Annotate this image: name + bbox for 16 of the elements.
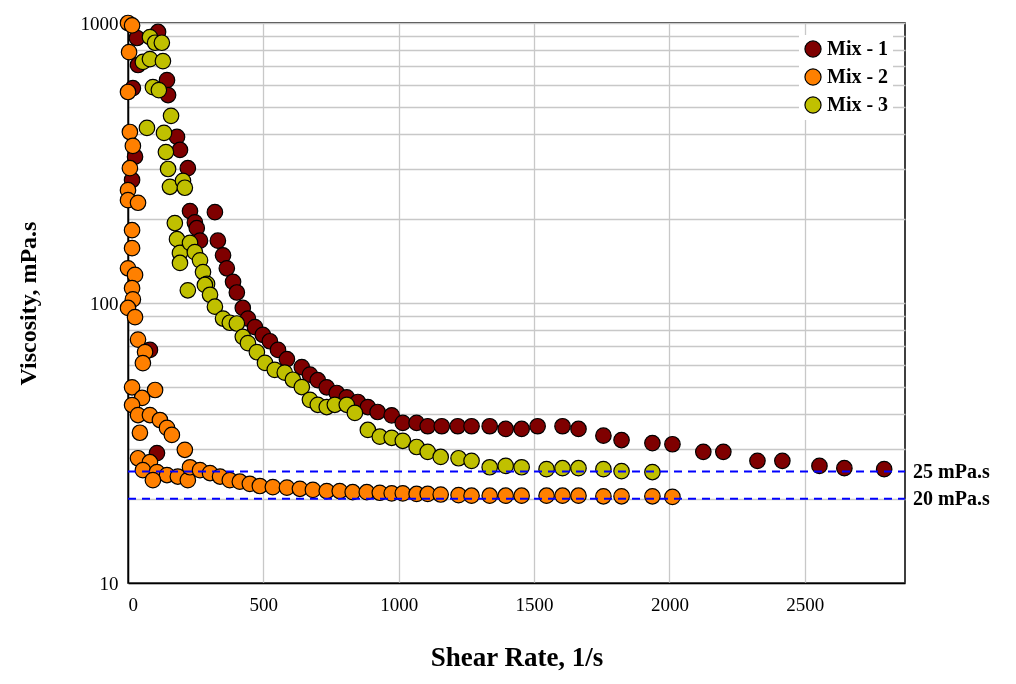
x-tick-label: 500	[249, 593, 279, 615]
y-tick-label: 1000	[80, 12, 119, 34]
x-tick-label: 2000	[650, 593, 689, 615]
y-tick-label: 10	[99, 572, 119, 594]
ref-line-label: 20 mPa.s	[913, 486, 990, 509]
x-tick-label: 1000	[380, 593, 419, 615]
x-axis-title: Shear Rate, 1/s	[430, 641, 604, 672]
x-tick-label: 1500	[515, 593, 554, 615]
x-tick-label: 2500	[786, 593, 825, 615]
x-tick-label: 0	[128, 593, 138, 615]
legend-label: Mix - 3	[827, 93, 889, 115]
y-axis-title: Viscosity, mPa.s	[14, 221, 41, 386]
legend-label: Mix - 2	[827, 65, 889, 87]
legend-label: Mix - 1	[827, 37, 889, 59]
y-tick-label: 100	[90, 292, 119, 314]
ref-line-label: 25 mPa.s	[913, 459, 990, 482]
